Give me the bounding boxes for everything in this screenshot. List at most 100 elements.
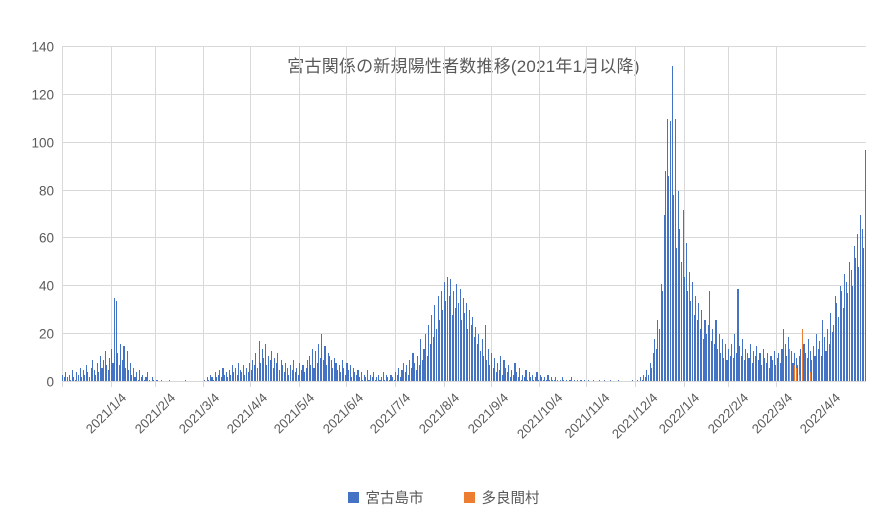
gridline-x xyxy=(394,47,396,382)
bar-miyakojima xyxy=(759,353,761,382)
bar-miyakojima xyxy=(125,367,127,382)
bar-miyakojima xyxy=(104,350,106,382)
bar-miyakojima xyxy=(437,295,439,382)
bar-miyakojima xyxy=(691,281,694,382)
x-tick-label: 2021/6/4 xyxy=(319,390,367,437)
bar-miyakojima xyxy=(76,372,78,382)
bar-miyakojima xyxy=(858,267,860,382)
bar-miyakojima xyxy=(522,374,524,382)
gridline-x xyxy=(443,47,445,382)
bar-miyakojima xyxy=(222,367,224,382)
bar-miyakojima xyxy=(450,279,452,382)
x-tickmark xyxy=(299,382,301,387)
bar-miyakojima xyxy=(704,319,706,382)
bar-miyakojima xyxy=(98,372,100,382)
bar-miyakojima xyxy=(713,343,715,382)
bar-miyakojima xyxy=(804,353,807,382)
bar-miyakojima xyxy=(644,377,646,382)
bar-miyakojima xyxy=(93,370,95,382)
bar-miyakojima xyxy=(724,343,726,382)
bar-miyakojima xyxy=(764,358,766,382)
bar-miyakojima xyxy=(376,377,378,382)
bar-miyakojima xyxy=(368,379,370,382)
bar-miyakojima xyxy=(85,365,87,382)
bar-miyakojima xyxy=(531,374,533,382)
bar-miyakojima xyxy=(429,343,431,382)
bar-miyakojima xyxy=(701,310,703,382)
bar-miyakojima xyxy=(519,367,521,382)
x-tick-label: 2021/10/4 xyxy=(513,390,566,442)
gridline-x xyxy=(490,47,492,382)
legend-label: 宮古島市 xyxy=(365,491,424,507)
gridline-x xyxy=(299,47,301,382)
bar-miyakojima xyxy=(329,355,331,382)
bar-miyakojima xyxy=(435,329,438,382)
bar-miyakojima xyxy=(550,377,552,382)
bar-miyakojima xyxy=(242,365,244,382)
bar-miyakojima xyxy=(456,283,458,382)
bar-miyakojima xyxy=(560,379,562,382)
bar-miyakojima xyxy=(549,379,551,382)
bar-miyakojima xyxy=(660,283,662,382)
bar-miyakojima xyxy=(484,324,486,382)
bar-miyakojima xyxy=(825,350,827,382)
bar-miyakojima xyxy=(109,358,111,382)
bar-miyakojima xyxy=(508,365,510,382)
bar-miyakojima xyxy=(754,355,756,382)
bar-miyakojima xyxy=(828,343,830,382)
x-tickmark xyxy=(635,382,637,387)
bar-miyakojima xyxy=(775,365,777,382)
bar-miyakojima xyxy=(709,291,711,382)
bar-miyakojima xyxy=(847,293,849,382)
bar-miyakojima xyxy=(817,348,819,382)
legend-item[interactable]: 宮古島市 xyxy=(347,487,424,508)
x-tick-label: 2022/1/4 xyxy=(655,390,703,437)
bar-miyakojima xyxy=(641,379,643,382)
bar-miyakojima xyxy=(220,377,222,382)
bar-miyakojima xyxy=(723,358,725,382)
bar-miyakojima xyxy=(680,262,683,382)
bar-miyakojima xyxy=(161,379,163,382)
bar-miyakojima xyxy=(845,281,847,382)
bar-miyakojima xyxy=(234,367,237,382)
bar-miyakojima xyxy=(695,295,697,382)
bar-miyakojima xyxy=(123,346,125,382)
bar-miyakojima xyxy=(803,343,805,382)
legend-item[interactable]: 多良間村 xyxy=(463,487,540,508)
bar-miyakojima xyxy=(743,360,745,382)
bar-miyakojima xyxy=(381,377,383,382)
gridline-x xyxy=(539,47,541,382)
bar-miyakojima xyxy=(338,365,340,382)
bar-miyakojima xyxy=(861,228,863,382)
bar-miyakojima xyxy=(395,372,397,382)
gridline-x xyxy=(62,47,63,382)
bar-miyakojima xyxy=(333,358,335,382)
bar-miyakojima xyxy=(823,336,825,382)
bar-miyakojima xyxy=(464,312,466,382)
bar-miyakojima xyxy=(830,312,832,382)
bar-miyakojima xyxy=(263,358,265,382)
bar-miyakojima xyxy=(523,377,525,382)
bar-miyakojima xyxy=(352,367,354,382)
x-tickmark xyxy=(203,382,205,387)
bar-miyakojima xyxy=(118,365,120,382)
bar-miyakojima xyxy=(387,377,389,382)
bar-miyakojima xyxy=(783,329,785,382)
bar-miyakojima xyxy=(398,367,400,382)
gridline-x xyxy=(203,47,205,382)
bar-miyakojima xyxy=(305,367,307,382)
bar-miyakojima xyxy=(142,374,144,382)
bar-miyakojima xyxy=(696,319,698,382)
bar-miyakojima xyxy=(96,362,98,382)
bar-miyakojima xyxy=(742,338,744,382)
bar-miyakojima xyxy=(784,343,786,382)
bar-miyakojima xyxy=(673,195,675,382)
bar-miyakojima xyxy=(214,372,216,382)
bar-miyakojima xyxy=(501,374,504,382)
x-tickmark xyxy=(776,382,778,387)
gridline-y-40 xyxy=(62,285,866,287)
bar-miyakojima xyxy=(577,379,579,382)
bar-miyakojima xyxy=(63,377,65,382)
bar-miyakojima xyxy=(844,274,846,382)
x-tick-label: 2021/4/4 xyxy=(224,390,271,437)
